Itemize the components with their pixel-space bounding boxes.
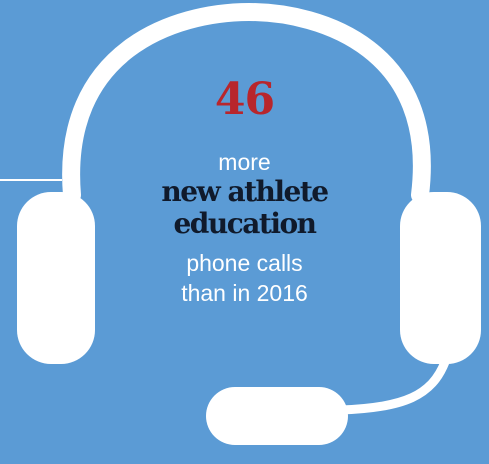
description-line-1: phone calls: [186, 250, 303, 276]
stat-lead-text: more: [218, 149, 271, 175]
microphone: [206, 387, 348, 445]
emphasis-line-1: new athlete: [161, 175, 329, 208]
stat-number: 46: [214, 74, 275, 125]
headband: [62, 2, 431, 204]
microphone-boom: [335, 357, 450, 415]
left-ear-cup: [17, 192, 95, 364]
right-ear-cup: [400, 192, 481, 364]
description-line-2: than in 2016: [181, 280, 308, 306]
emphasis-line-2: education: [173, 207, 317, 240]
